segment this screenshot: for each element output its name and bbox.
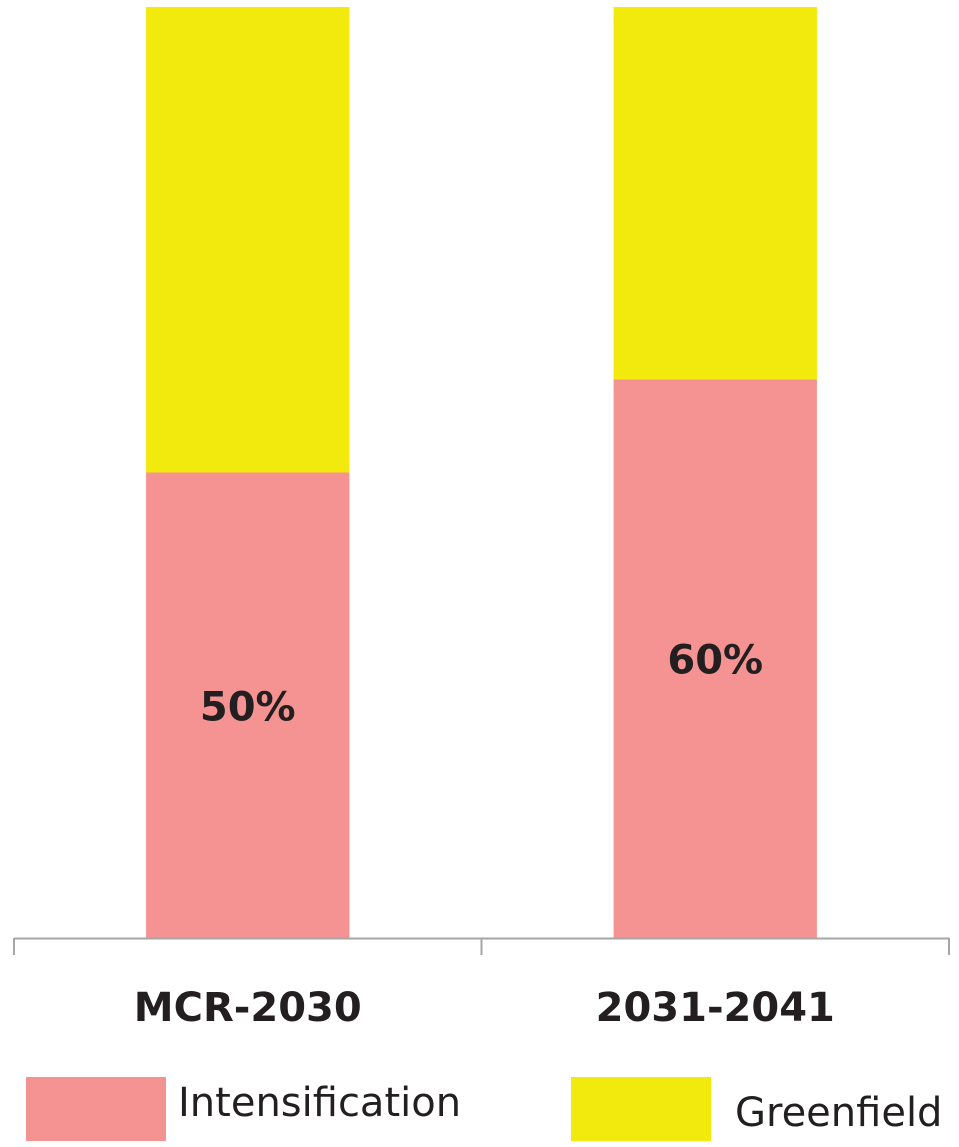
bar-segment xyxy=(613,379,817,938)
x-tick-label: MCR-2030 xyxy=(134,985,362,1031)
bar-segment xyxy=(146,472,350,938)
value-label: 60% xyxy=(667,638,763,684)
bar-segment xyxy=(613,7,817,380)
legend-swatch xyxy=(571,1077,711,1141)
value-label: 50% xyxy=(200,684,296,730)
legend-label: Greenfield xyxy=(735,1090,942,1136)
bar-segment xyxy=(146,7,350,473)
legend-swatch xyxy=(26,1077,166,1141)
x-tick-label: 2031-2041 xyxy=(596,985,835,1031)
legend-label: Intensification xyxy=(178,1080,461,1126)
